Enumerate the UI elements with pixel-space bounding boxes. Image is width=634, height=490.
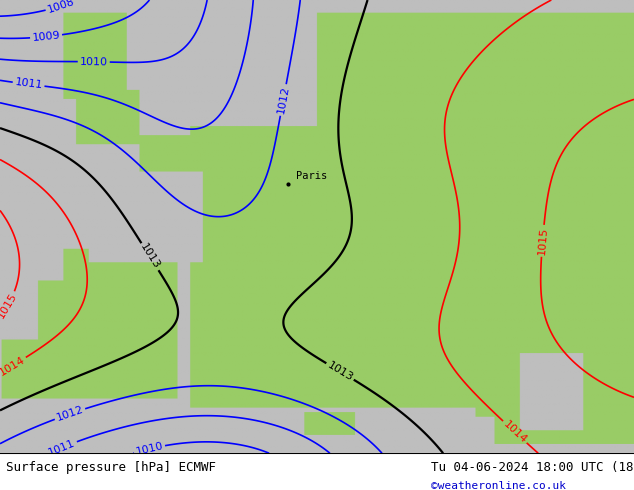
Text: 1014: 1014 — [0, 354, 27, 377]
Text: 1011: 1011 — [14, 77, 43, 91]
Text: 1013: 1013 — [325, 360, 354, 383]
Text: 1008: 1008 — [46, 0, 76, 15]
Text: 1009: 1009 — [32, 30, 61, 43]
Text: 1015: 1015 — [0, 291, 19, 320]
Text: 1011: 1011 — [47, 438, 77, 458]
Text: Paris: Paris — [296, 171, 327, 181]
Text: 1014: 1014 — [501, 419, 529, 445]
Text: 1012: 1012 — [276, 85, 291, 115]
Text: Tu 04-06-2024 18:00 UTC (18+24): Tu 04-06-2024 18:00 UTC (18+24) — [431, 462, 634, 474]
Text: 1010: 1010 — [134, 441, 164, 457]
Text: 1012: 1012 — [55, 405, 85, 423]
Text: ©weatheronline.co.uk: ©weatheronline.co.uk — [431, 481, 566, 490]
Text: Surface pressure [hPa] ECMWF: Surface pressure [hPa] ECMWF — [6, 462, 216, 474]
Text: 1015: 1015 — [536, 226, 548, 255]
Text: 1013: 1013 — [138, 242, 162, 271]
Text: 1010: 1010 — [80, 56, 108, 67]
